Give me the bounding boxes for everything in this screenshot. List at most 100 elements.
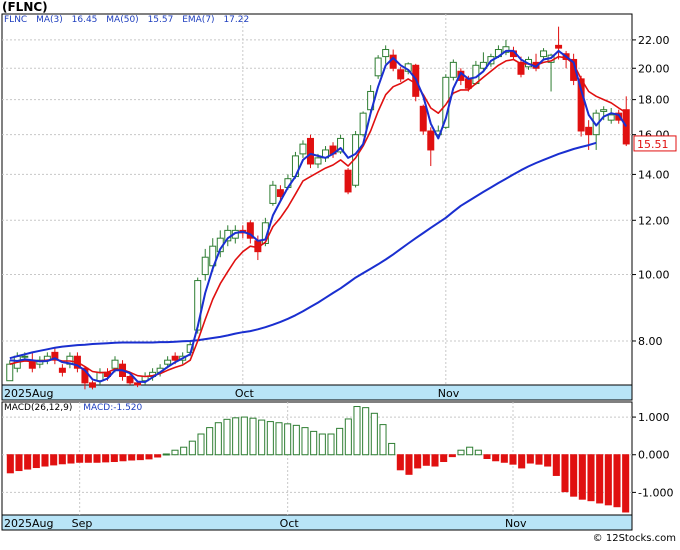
- macd-histogram-bar: [292, 424, 300, 456]
- macd-histogram-bar: [318, 433, 326, 456]
- macd-histogram-bar: [492, 454, 500, 462]
- macd-histogram-bar: [197, 433, 205, 456]
- macd-histogram-bar: [171, 449, 179, 456]
- macd-histogram-bar: [50, 454, 58, 466]
- macd-histogram-bar: [422, 454, 430, 466]
- price-y-tick-label: 20.00: [638, 62, 670, 75]
- candle-body: [337, 137, 345, 153]
- candle-body: [555, 44, 563, 49]
- macd-histogram-bar: [622, 454, 630, 513]
- legend-ma50-label: MA(50): [106, 15, 139, 25]
- candle-body: [622, 109, 630, 145]
- macd-histogram-bar: [500, 454, 508, 463]
- candle-body: [314, 157, 322, 165]
- macd-histogram-bar: [448, 454, 456, 458]
- macd-histogram-bar: [388, 442, 396, 456]
- copyright-credit: © 12Stocks.com: [592, 533, 676, 544]
- candle-body: [607, 114, 615, 121]
- candle-body: [201, 256, 209, 276]
- candle-body: [21, 355, 29, 358]
- candle-body: [58, 367, 66, 373]
- candle-body: [344, 169, 352, 193]
- legend-ema7-value: 17.22: [223, 15, 250, 25]
- macd-histogram-bar: [154, 454, 162, 458]
- macd-histogram-bar: [15, 454, 23, 472]
- price-y-tick-label: 18.00: [638, 94, 670, 107]
- candle-body: [88, 382, 96, 388]
- candle-body: [600, 109, 608, 112]
- macd-x-tick-label: 2025Aug: [4, 517, 53, 530]
- macd-histogram-bar: [84, 454, 92, 463]
- candle-body: [419, 105, 427, 132]
- macd-histogram-bar: [249, 417, 257, 456]
- macd-histogram-bar: [526, 454, 534, 464]
- macd-y-tick-label: -1.000: [638, 486, 673, 499]
- price-x-tick-label: Nov: [438, 387, 460, 400]
- macd-histogram-bar: [362, 407, 370, 456]
- macd-histogram-bar: [275, 422, 283, 456]
- macd-histogram-bar: [344, 418, 352, 456]
- candle-body: [171, 355, 179, 361]
- indicator-legend: FLNC MA(3) 16.45 MA(50) 15.57 EMA(7) 17.…: [4, 15, 255, 25]
- macd-histogram-bar: [310, 430, 318, 456]
- candle-body: [164, 359, 172, 365]
- macd-histogram-bar: [301, 427, 309, 456]
- candle-body: [209, 245, 217, 267]
- chart-title: (FLNC): [2, 0, 48, 14]
- macd-histogram-bar: [578, 454, 586, 500]
- macd-histogram-bar: [145, 454, 153, 460]
- candle-body: [585, 126, 593, 136]
- price-y-tick-label: 8.00: [638, 335, 663, 348]
- macd-histogram-bar: [509, 454, 517, 465]
- macd-value: MACD:-1.520: [83, 403, 143, 413]
- macd-histogram-bar: [136, 454, 144, 461]
- macd-histogram-bar: [67, 454, 75, 464]
- macd-histogram-bar: [76, 454, 84, 463]
- candle-body: [479, 61, 487, 69]
- macd-histogram-bar: [240, 416, 248, 456]
- macd-histogram-bar: [180, 446, 188, 456]
- macd-histogram-bar: [518, 454, 526, 469]
- candle-body: [359, 112, 367, 136]
- macd-histogram-bar: [110, 454, 118, 463]
- price-x-tick-label: 2025Aug: [4, 387, 53, 400]
- legend-ticker: FLNC: [4, 15, 28, 25]
- last-price-box: [633, 135, 677, 152]
- macd-histogram-bar: [258, 419, 266, 456]
- macd-x-tick-label: Sep: [72, 517, 93, 530]
- candle-body: [502, 46, 510, 53]
- price-y-tick-label: 14.00: [638, 168, 670, 181]
- macd-legend: MACD(26,12,9) MACD:-1.520: [4, 403, 142, 413]
- macd-histogram-bar: [483, 454, 491, 460]
- last-price-label: 15.51: [637, 138, 669, 151]
- candle-body: [6, 363, 14, 382]
- macd-histogram-bar: [162, 453, 170, 456]
- macd-histogram-bar: [119, 454, 127, 462]
- macd-histogram-bar: [284, 423, 292, 456]
- macd-histogram-bar: [405, 454, 413, 475]
- candle-body: [276, 189, 284, 197]
- macd-histogram-bar: [93, 454, 101, 463]
- candle-body: [306, 137, 314, 165]
- macd-histogram-bar: [587, 454, 595, 502]
- macd-histogram-bar: [466, 446, 474, 456]
- macd-histogram-bar: [327, 433, 335, 456]
- macd-histogram-bar: [596, 454, 604, 504]
- macd-histogram-bar: [379, 424, 387, 456]
- macd-histogram-bar: [266, 421, 274, 456]
- macd-x-tick-label: Nov: [505, 517, 527, 530]
- legend-ema7-label: EMA(7): [182, 15, 215, 25]
- candle-body: [517, 61, 525, 75]
- legend-ma3-value: 16.45: [71, 15, 98, 25]
- macd-histogram-bar: [474, 449, 482, 456]
- macd-histogram-bar: [457, 449, 465, 456]
- legend-ma3-label: MA(3): [36, 15, 63, 25]
- macd-label: MACD(26,12,9): [4, 403, 73, 413]
- candle-body: [81, 367, 89, 384]
- candle-body: [374, 57, 382, 77]
- candle-body: [111, 359, 119, 369]
- macd-histogram-bar: [440, 454, 448, 463]
- candle-body: [464, 78, 472, 89]
- macd-histogram-bar: [353, 406, 361, 456]
- macd-histogram-bar: [6, 454, 14, 474]
